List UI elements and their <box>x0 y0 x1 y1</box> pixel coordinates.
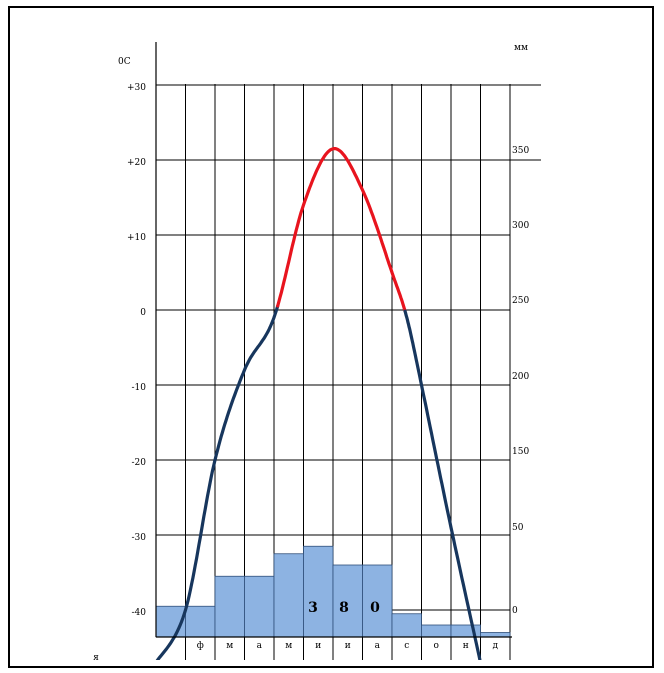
temperature-tick-labels: +30 +20 +10 0 -10 -20 -30 -40 <box>127 83 146 618</box>
temperature-unit-label: 0С <box>118 57 131 67</box>
precipitation-bar <box>303 545 334 638</box>
annual-total-digit: 8 <box>339 600 349 616</box>
precipitation-bars <box>155 545 511 638</box>
temperature-line-cold <box>155 304 280 660</box>
month-label: д <box>492 641 498 651</box>
precipitation-bar <box>362 564 393 638</box>
month-label: а <box>257 641 263 651</box>
month-label: а <box>375 641 381 651</box>
precipitation-tick-labels: 350 300 250 200 150 50 0 <box>512 146 529 616</box>
annual-precipitation-total: 3 8 0 <box>308 600 380 616</box>
annual-total-digit: 3 <box>308 600 318 616</box>
temperature-tick-label: -30 <box>132 533 147 543</box>
temperature-tick-label: 0 <box>140 308 146 318</box>
precipitation-bar <box>391 613 422 638</box>
precipitation-tick-label: 300 <box>512 221 529 231</box>
annual-total-digit: 0 <box>370 600 380 616</box>
temperature-line-warm <box>276 147 407 313</box>
precipitation-unit-label: мм <box>514 43 528 53</box>
precipitation-bar <box>214 575 245 638</box>
precipitation-bar <box>244 575 275 638</box>
precipitation-bar <box>273 553 304 638</box>
month-label: о <box>434 641 439 651</box>
month-label: ф <box>197 641 204 651</box>
precipitation-bar <box>185 605 216 638</box>
temperature-tick-label: +30 <box>127 83 146 93</box>
temperature-tick-label: +20 <box>127 158 146 168</box>
month-label: и <box>315 641 321 651</box>
temperature-tick-label: -40 <box>132 608 147 618</box>
month-labels: я ф м а м и и а с о н д <box>93 641 498 663</box>
temperature-curve <box>155 147 482 660</box>
temperature-tick-label: -10 <box>132 383 147 393</box>
precipitation-bar <box>332 564 363 638</box>
precipitation-tick-label: 0 <box>512 606 518 616</box>
precipitation-tick-label: 50 <box>512 523 524 533</box>
month-label: м <box>226 641 233 651</box>
month-label: и <box>345 641 351 651</box>
precipitation-tick-label: 200 <box>512 372 529 382</box>
month-label: м <box>285 641 292 651</box>
precipitation-tick-label: 350 <box>512 146 529 156</box>
precipitation-tick-label: 150 <box>512 447 529 457</box>
month-label: с <box>404 641 409 651</box>
precipitation-bar <box>421 624 452 638</box>
month-label: н <box>463 641 469 651</box>
precipitation-tick-label: 250 <box>512 296 529 306</box>
temperature-tick-label: -20 <box>132 458 147 468</box>
precipitation-bar <box>480 632 511 638</box>
temperature-line-cold <box>403 309 482 660</box>
month-label: я <box>93 653 99 663</box>
temperature-tick-label: +10 <box>127 233 146 243</box>
figure-frame <box>8 6 654 668</box>
